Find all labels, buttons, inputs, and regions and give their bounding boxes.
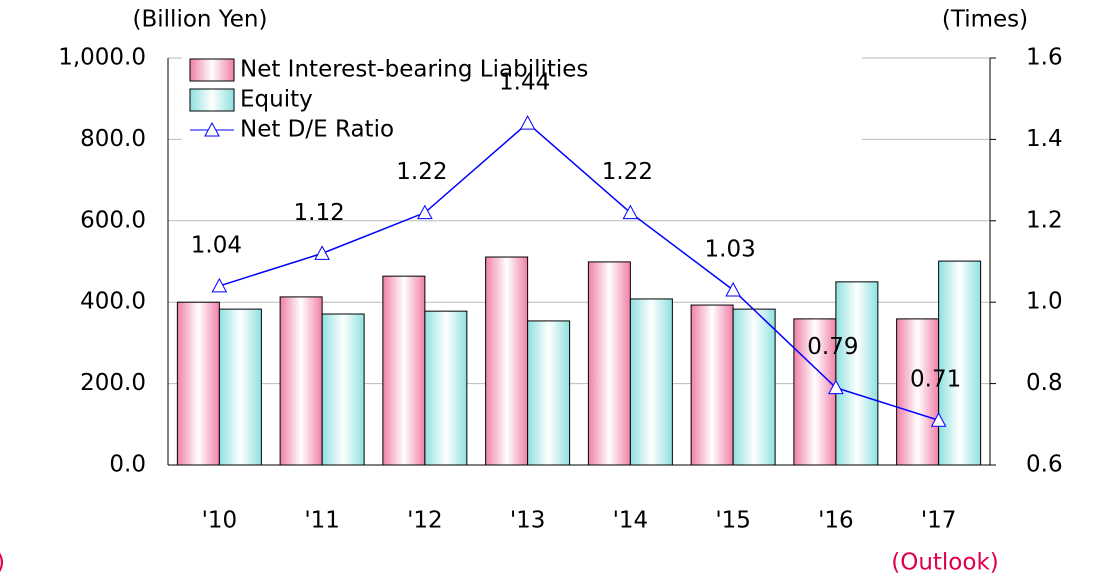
x-tick-label: '11: [304, 508, 340, 534]
data-label: 1.22: [602, 159, 653, 185]
legend-label: Net D/E Ratio: [240, 117, 394, 143]
data-label: 0.79: [807, 334, 858, 360]
marker: [314, 245, 330, 260]
marker: [725, 281, 741, 297]
data-label: 1.12: [294, 200, 345, 226]
x-tick-label: '12: [407, 508, 443, 534]
bar: [732, 308, 776, 466]
data-label: 1.44: [499, 70, 550, 96]
marker-icon: [204, 121, 220, 137]
y2-tick-label: 1.0: [1026, 289, 1063, 315]
legend-swatch: [189, 58, 235, 82]
y-tick-label: 800.0: [80, 126, 146, 152]
y-tick-label: 0.0: [109, 452, 146, 478]
y2-axis-title: (Times): [942, 7, 1028, 33]
bar: [382, 275, 426, 466]
x-tick-label: '17: [921, 508, 957, 534]
y-tick-label: 200.0: [80, 370, 146, 396]
bar: [527, 320, 571, 466]
y2-tick-label: 1.2: [1026, 207, 1063, 233]
x-tick-label: '16: [818, 508, 854, 534]
marker: [828, 379, 844, 395]
bar: [938, 260, 982, 466]
y2-tick-label: 0.8: [1026, 370, 1063, 396]
bar: [218, 308, 262, 466]
x-tick-label: '10: [202, 508, 238, 534]
marker: [417, 204, 433, 220]
marker: [622, 204, 639, 220]
y-tick-label: 1,000.0: [58, 45, 146, 71]
y-tick-label: 400.0: [80, 289, 146, 315]
bar: [629, 298, 673, 466]
bar: [587, 261, 631, 466]
y-axis-title: (Billion Yen): [133, 7, 268, 33]
data-label: 1.04: [191, 232, 242, 258]
legend-label: Net Interest-bearing Liabilities: [240, 57, 588, 83]
y2-tick-label: 1.4: [1026, 126, 1063, 152]
marker: [211, 277, 228, 293]
marker: [930, 412, 947, 427]
line: [219, 122, 939, 421]
legend-box: [182, 50, 862, 150]
y2-tick-label: 1.6: [1026, 45, 1063, 71]
bar: [279, 296, 323, 466]
annotation: (Outlook): [891, 550, 999, 576]
bar: [176, 301, 220, 466]
data-label: 1.03: [705, 236, 756, 262]
bar: [690, 304, 734, 466]
bar: [485, 256, 529, 466]
legend-swatch: [189, 88, 235, 112]
bar: [424, 310, 468, 466]
data-label: 1.22: [396, 159, 447, 185]
x-tick-label: '15: [715, 508, 751, 534]
y2-tick-label: 0.6: [1026, 452, 1063, 478]
data-label: 0.71: [910, 367, 961, 393]
marker: [519, 115, 536, 130]
x-tick-label: '13: [510, 508, 546, 534]
bar: [835, 281, 879, 466]
y-tick-label: 600.0: [80, 207, 146, 233]
bar: [321, 313, 365, 466]
legend-label: Equity: [240, 87, 313, 113]
annotation: ): [0, 550, 5, 576]
x-tick-label: '14: [613, 508, 649, 534]
